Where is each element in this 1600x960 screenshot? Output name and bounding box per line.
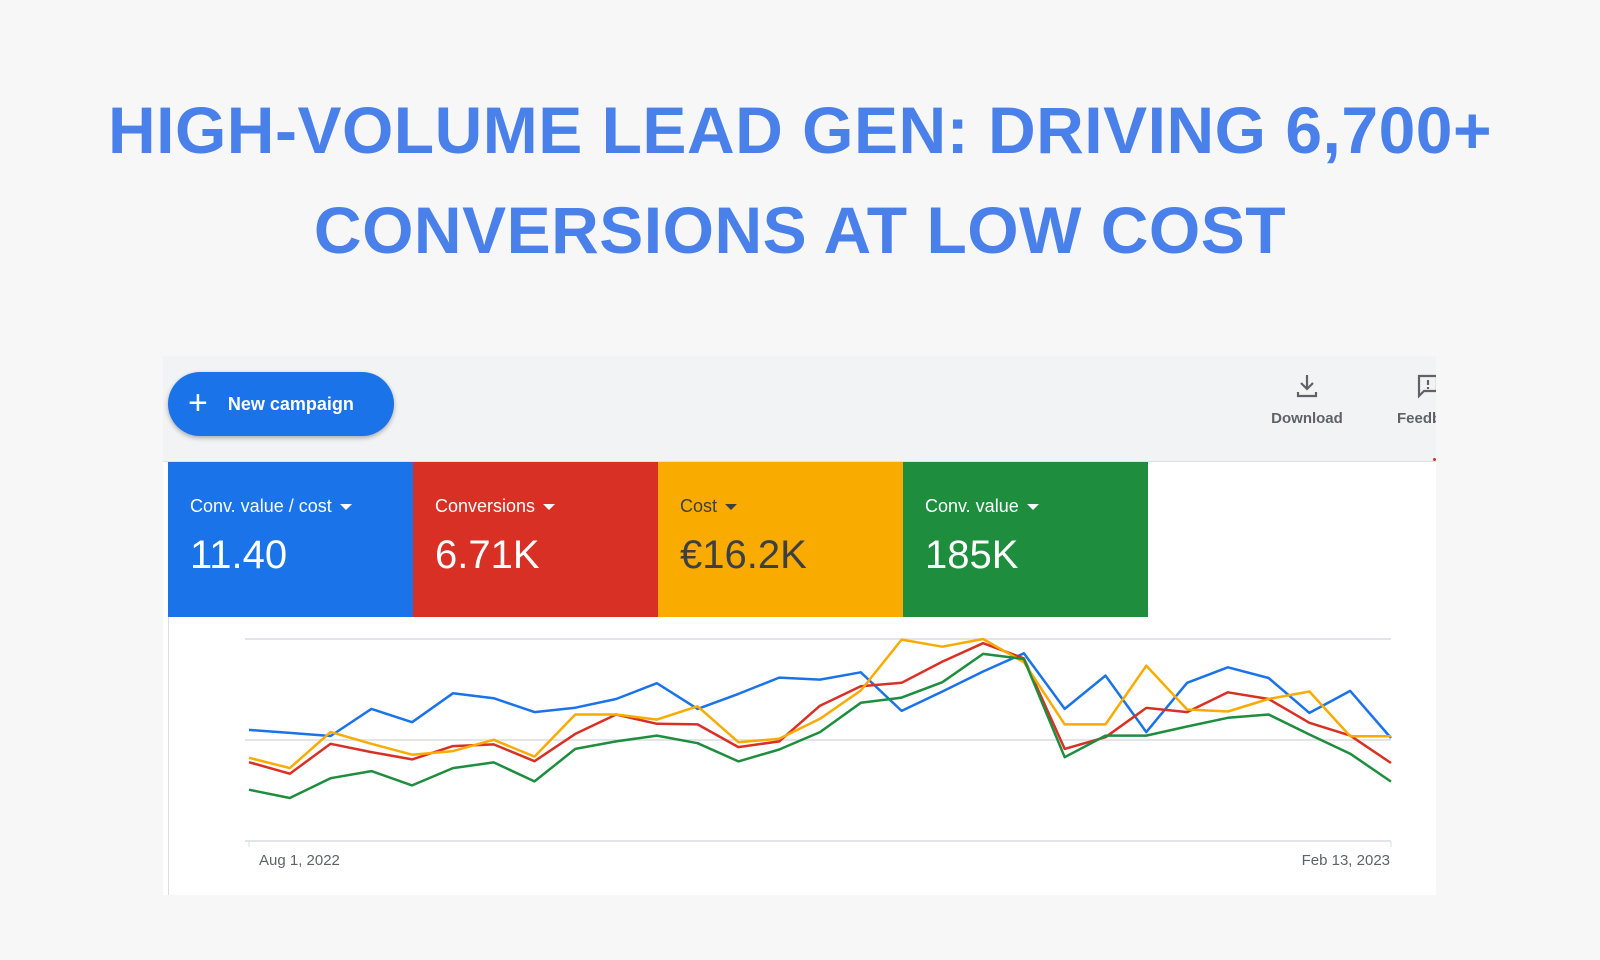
- metric-label: Conv. value / cost: [190, 496, 332, 516]
- metric-value: 6.71K: [435, 533, 540, 577]
- notification-dot: [1433, 458, 1436, 461]
- series-line-conv-value: [248, 652, 1392, 800]
- x-axis-start-label: Aug 1, 2022: [259, 852, 340, 869]
- new-campaign-label: New campaign: [227, 393, 354, 414]
- feedback-label: Feedb: [1397, 410, 1436, 427]
- download-icon: [1270, 370, 1344, 402]
- metric-value: 185K: [925, 533, 1019, 577]
- series-line-conv-value-cost: [248, 652, 1392, 739]
- metric-card[interactable]: Conv. value / cost 11.40: [168, 462, 413, 617]
- download-button[interactable]: Download: [1270, 370, 1344, 427]
- metric-label: Conversions: [435, 496, 536, 516]
- series-line-cost: [248, 637, 1391, 770]
- caret-down-icon: [725, 503, 738, 510]
- metric-label-dropdown[interactable]: Cost: [680, 496, 903, 517]
- metric-value: 11.40: [190, 533, 288, 577]
- plus-icon: +: [188, 383, 208, 422]
- metric-label-dropdown[interactable]: Conv. value: [925, 496, 1148, 517]
- caret-down-icon: [339, 503, 352, 510]
- feedback-icon: [1397, 370, 1436, 402]
- metric-card[interactable]: Conversions 6.71K: [413, 462, 658, 617]
- page-headline: HIGH-VOLUME LEAD GEN: DRIVING 6,700+ CON…: [0, 80, 1600, 280]
- performance-chart: Aug 1, 2022 Feb 13, 2023: [168, 617, 1436, 895]
- chart-svg: [245, 637, 1392, 847]
- metric-label: Conv. value: [925, 496, 1019, 516]
- metric-label: Cost: [680, 496, 718, 516]
- metric-label-dropdown[interactable]: Conv. value / cost: [190, 496, 413, 517]
- download-label: Download: [1271, 410, 1343, 427]
- metric-card[interactable]: Cost €16.2K: [658, 462, 903, 617]
- toolbar: + New campaign Download Feedb: [163, 356, 1436, 462]
- caret-down-icon: [1026, 503, 1039, 510]
- metric-label-dropdown[interactable]: Conversions: [435, 496, 658, 517]
- metric-card[interactable]: Conv. value 185K: [903, 462, 1148, 617]
- new-campaign-button[interactable]: + New campaign: [168, 372, 394, 436]
- series-line-conversions: [248, 641, 1392, 775]
- google-ads-overview-panel: + New campaign Download Feedb Conv. valu…: [163, 356, 1436, 895]
- x-axis-end-label: Feb 13, 2023: [1301, 852, 1390, 869]
- headline-line-1: HIGH-VOLUME LEAD GEN: DRIVING 6,700+: [107, 93, 1493, 167]
- caret-down-icon: [543, 503, 556, 510]
- metric-value: €16.2K: [680, 533, 807, 577]
- feedback-button[interactable]: Feedb: [1397, 370, 1436, 427]
- headline-line-2: CONVERSIONS AT LOW COST: [313, 193, 1287, 267]
